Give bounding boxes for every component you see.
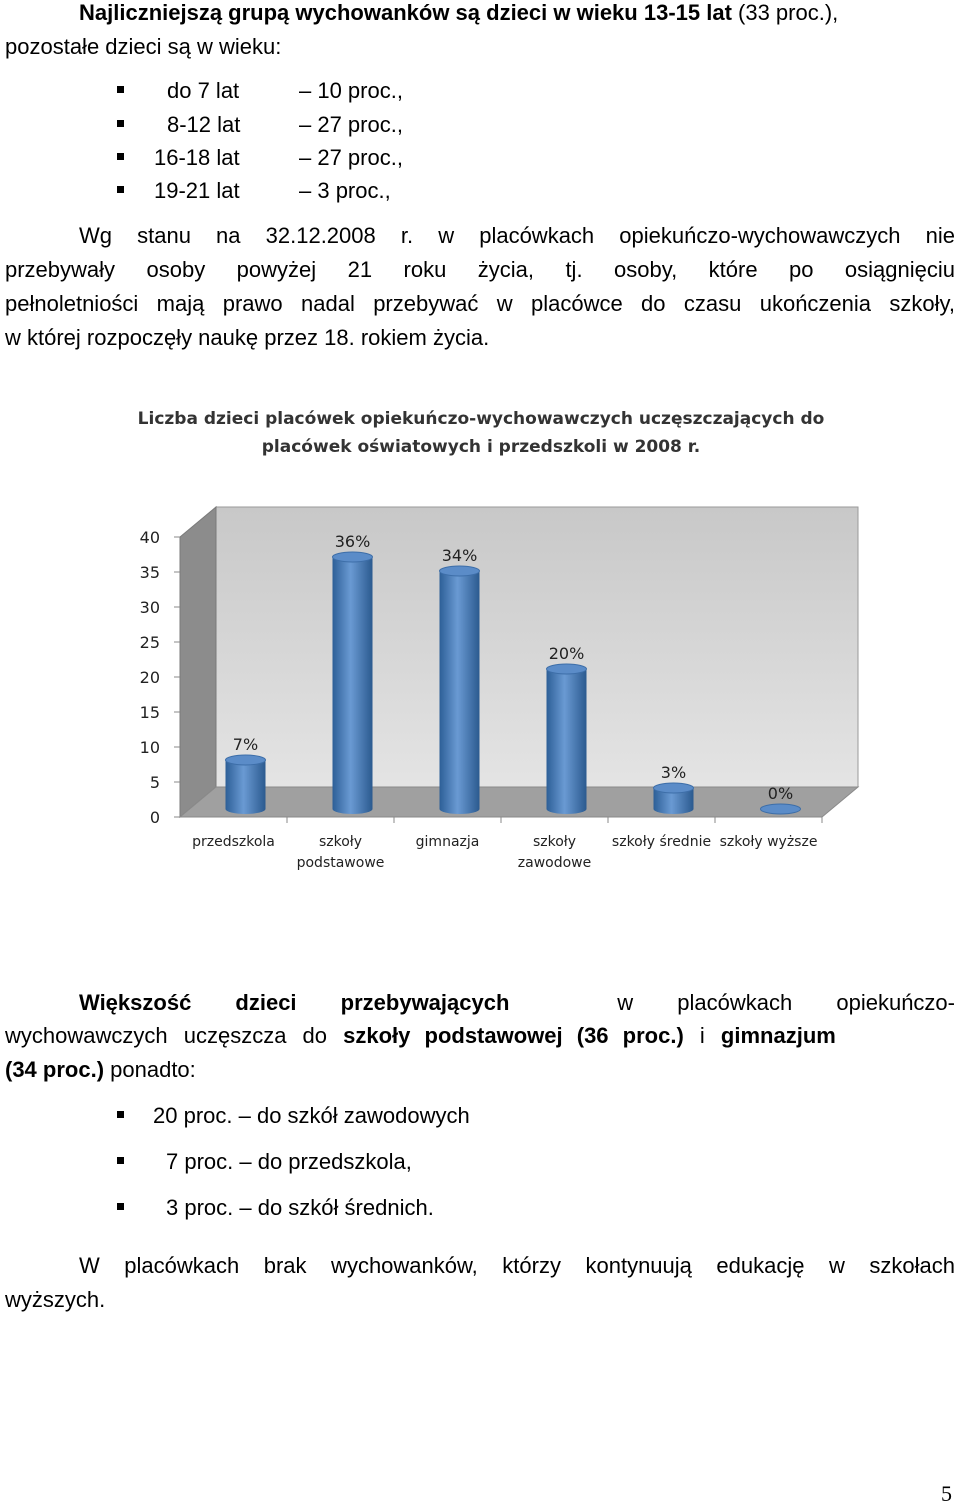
chart-title: Liczba dzieci placówek opiekuńczo-wychow… — [138, 409, 825, 457]
intro-after-text: (33 proc.), — [731, 0, 839, 25]
school-line-3: (34 proc.) ponadto: — [5, 1057, 196, 1083]
x-tick-label: szkoły — [533, 834, 576, 850]
intro-bold-text: Najliczniejszą grupą wychowanków są dzie… — [79, 0, 732, 25]
data-label: 36% — [335, 532, 371, 551]
bar — [546, 663, 587, 814]
y-tick-label: 15 — [140, 703, 160, 722]
y-tick-label: 5 — [150, 773, 160, 792]
school-list-item: 7 proc. – do przedszkola, — [166, 1149, 412, 1174]
age-label: do 7 lat — [167, 78, 240, 103]
intro-line-2: pozostałe dzieci są w wieku: — [5, 34, 282, 59]
status-line-1: Wg stanu na 32.12.2008 r. w placówkach o… — [79, 223, 955, 248]
bar-chart: Liczba dzieci placówek opiekuńczo-wychow… — [138, 409, 860, 871]
bar-top — [439, 565, 480, 577]
x-tick-label: szkoły wyższe — [720, 834, 818, 850]
y-tick-label: 10 — [140, 738, 160, 757]
bar-top — [653, 782, 694, 794]
floor — [178, 786, 860, 818]
bar-body — [546, 669, 587, 814]
chart-frame — [178, 505, 860, 819]
page-number: 5 — [941, 1481, 952, 1506]
data-labels-group: 7% 36% 34% 20% 3% 0% — [233, 532, 793, 803]
school-list-item: 20 proc. – do szkół zawodowych — [153, 1103, 470, 1128]
chart-title-line-1: Liczba dzieci placówek opiekuńczo-wychow… — [138, 409, 825, 429]
bar-top — [546, 663, 587, 675]
school-line-1-bold: Większość dzieci przebywających — [79, 990, 510, 1015]
bullet-icon — [117, 1203, 124, 1210]
school-line-1: Większość dzieci przebywających w placów… — [79, 990, 955, 1016]
age-pct: – 27 proc., — [299, 145, 403, 170]
y-tick-label: 25 — [140, 633, 160, 652]
status-line-4: w której rozpoczęły naukę przez 18. roki… — [5, 325, 490, 350]
age-pct: – 3 proc., — [299, 178, 391, 203]
status-line-2: przebywały osoby powyżej 21 roku życia, … — [5, 257, 955, 282]
school-list-item: 3 proc. – do szkół średnich. — [166, 1195, 434, 1220]
age-pct: – 10 proc., — [299, 78, 403, 103]
age-label: 8-12 lat — [167, 112, 241, 137]
school-line-3-rest: ponadto: — [104, 1057, 196, 1082]
school-line-2-bold-2: gimnazjum — [720, 1023, 836, 1048]
bar — [225, 754, 266, 814]
school-line-2-a: wychowawczych uczęszcza do — [5, 1023, 328, 1048]
school-line-1-rest: w placówkach opiekuńczo- — [617, 990, 955, 1015]
bar-body — [653, 788, 694, 814]
data-label: 0% — [768, 784, 793, 803]
x-tick-label: szkoły — [319, 834, 362, 850]
bullet-icon — [117, 1157, 124, 1164]
school-line-2-b: i — [699, 1023, 705, 1048]
y-tick-label: 40 — [140, 528, 160, 547]
bar — [332, 551, 373, 814]
bar — [653, 782, 694, 814]
data-label: 20% — [549, 644, 585, 663]
status-line-3: pełnoletniości mają prawo nadal przebywa… — [5, 291, 955, 316]
age-label: 19-21 lat — [154, 178, 240, 203]
x-tick-label: zawodowe — [518, 855, 591, 871]
intro-line-1: Najliczniejszą grupą wychowanków są dzie… — [79, 0, 838, 26]
x-tick-label: przedszkola — [192, 834, 275, 850]
bullet-icon — [117, 120, 124, 127]
bar — [439, 565, 480, 814]
back-wall — [215, 506, 859, 788]
bullet-icon — [117, 1111, 124, 1118]
bar-body — [439, 571, 480, 814]
x-axis: przedszkola szkoły podstawowe gimnazja szkoł… — [192, 817, 823, 871]
bar-top — [332, 551, 373, 563]
bar — [760, 803, 801, 815]
data-label: 7% — [233, 735, 258, 754]
chart-title-line-2: placówek oświatowych i przedszkoli w 200… — [262, 437, 700, 457]
y-tick-label: 35 — [140, 563, 160, 582]
y-axis: 0 5 10 15 20 25 30 35 40 — [140, 528, 180, 827]
closing-line-1: W placówkach brak wychowanków, którzy ko… — [79, 1253, 955, 1278]
bar-body — [225, 760, 266, 814]
school-line-2-bold-1: szkoły podstawowej (36 proc.) — [343, 1023, 684, 1048]
y-tick-label: 30 — [140, 598, 160, 617]
bullet-icon — [117, 186, 124, 193]
data-label: 34% — [442, 546, 478, 565]
bar-top — [760, 803, 801, 815]
data-label: 3% — [661, 763, 686, 782]
bars-group — [225, 551, 801, 815]
closing-line-2: wyższych. — [5, 1287, 106, 1312]
bar-body — [332, 557, 373, 814]
school-line-3-bold: (34 proc.) — [5, 1057, 105, 1082]
y-tick-label: 20 — [140, 668, 160, 687]
bullet-icon — [117, 86, 124, 93]
x-tick-label: gimnazja — [416, 834, 480, 850]
x-tick-label: szkoły średnie — [612, 834, 711, 850]
age-label: 16-18 lat — [154, 145, 240, 170]
x-tick-label: podstawowe — [297, 855, 385, 871]
bullet-icon — [117, 153, 124, 160]
side-wall — [179, 505, 217, 819]
school-line-2: wychowawczych uczęszcza do szkoły podsta… — [5, 1023, 836, 1049]
age-pct: – 27 proc., — [299, 112, 403, 137]
bar-top — [225, 754, 266, 766]
y-tick-label: 0 — [150, 808, 160, 827]
